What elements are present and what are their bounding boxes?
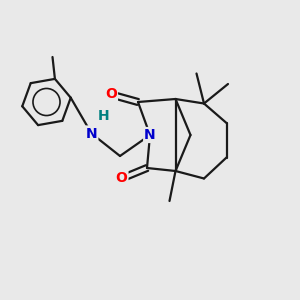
Text: N: N xyxy=(144,128,156,142)
Text: N: N xyxy=(86,127,97,140)
Text: H: H xyxy=(98,109,109,122)
Text: O: O xyxy=(116,172,128,185)
Text: O: O xyxy=(105,88,117,101)
